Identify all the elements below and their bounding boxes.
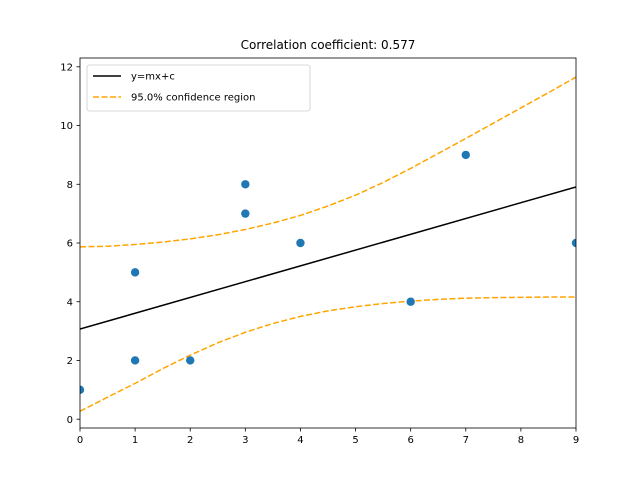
x-tick-label: 5 xyxy=(352,435,358,446)
confidence-lower-line xyxy=(80,296,576,412)
chart-title: Correlation coefficient: 0.577 xyxy=(241,38,416,52)
regression-line xyxy=(80,186,576,330)
x-tick-label: 1 xyxy=(132,435,138,446)
legend-entry-fit-label: y=mx+c xyxy=(131,72,175,83)
confidence-upper-line xyxy=(80,76,576,248)
legend-entry-confidence-label: 95.0% confidence region xyxy=(131,93,256,104)
legend: y=mx+c 95.0% confidence region xyxy=(86,64,311,112)
x-tick-label: 7 xyxy=(463,435,469,446)
x-tick-label: 0 xyxy=(77,435,83,446)
x-tick-label: 8 xyxy=(518,435,524,446)
data-point xyxy=(241,180,250,189)
legend-box xyxy=(86,64,311,112)
y-tick-label: 12 xyxy=(60,62,73,73)
data-point xyxy=(406,297,415,306)
y-tick-label: 6 xyxy=(67,239,73,250)
data-point xyxy=(461,150,470,160)
x-tick-label: 4 xyxy=(297,435,303,446)
plot-content xyxy=(80,76,576,412)
y-tick-label: 0 xyxy=(67,415,73,426)
y-tick-label: 4 xyxy=(67,297,73,308)
data-point xyxy=(571,238,576,248)
x-tick-label: 9 xyxy=(573,435,579,446)
y-tick-label: 10 xyxy=(60,121,73,132)
data-point xyxy=(80,385,85,395)
y-tick-label: 8 xyxy=(67,180,73,191)
x-tick-label: 6 xyxy=(407,435,413,446)
data-point xyxy=(130,268,140,277)
data-point xyxy=(130,356,140,365)
data-point xyxy=(186,356,195,365)
y-tick-label: 2 xyxy=(67,356,73,367)
x-tick-label: 3 xyxy=(242,435,248,446)
data-point xyxy=(241,209,250,218)
x-tick-label: 2 xyxy=(187,435,193,446)
plot-area xyxy=(80,76,576,412)
data-point xyxy=(296,238,305,248)
